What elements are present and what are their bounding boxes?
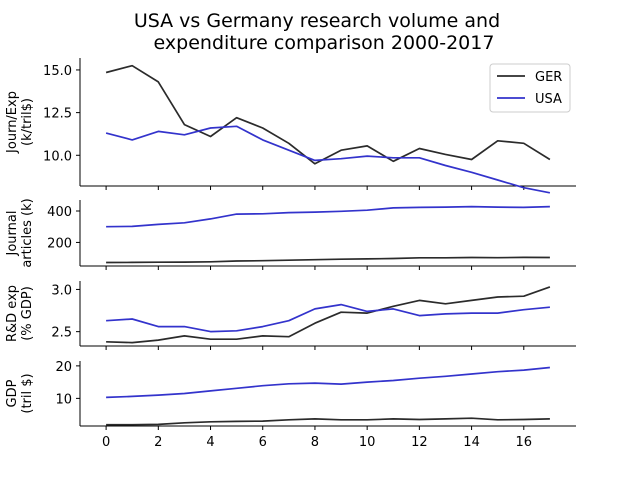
panel-2: 200 400 Journalarticles (k) bbox=[5, 198, 576, 270]
series-line-usa-panel-1 bbox=[106, 126, 550, 193]
panel-1: 10.0 12.5 15.0 Journ/Exp(k/tril$) GER USA bbox=[5, 58, 576, 193]
xtick-label: 14 bbox=[463, 435, 480, 450]
xtick-label: 6 bbox=[259, 435, 267, 450]
panel-3-ytick-label: 3.0 bbox=[51, 283, 72, 298]
series-line-ger-panel-1 bbox=[106, 66, 550, 164]
legend: GER USA bbox=[490, 64, 570, 112]
panel-4-ytick-label: 10 bbox=[55, 392, 72, 407]
panel-4-ylabel: GDP(tril $) bbox=[5, 373, 35, 413]
xtick-label: 2 bbox=[154, 435, 162, 450]
panel-1-ytick-label: 10.0 bbox=[43, 149, 72, 164]
panel-3: 2.5 3.0 R&D exp(% GDP) bbox=[5, 281, 576, 350]
panel-2-ylabel: Journalarticles (k) bbox=[5, 198, 35, 267]
xtick-label: 16 bbox=[516, 435, 533, 450]
xtick-label: 12 bbox=[411, 435, 428, 450]
xtick-label: 0 bbox=[102, 435, 110, 450]
panel-2-ytick-label: 400 bbox=[47, 205, 72, 220]
panel-1-ytick-label: 12.5 bbox=[43, 107, 72, 122]
panel-1-ytick-label: 15.0 bbox=[43, 64, 72, 79]
chart-title-line-2: expenditure comparison 2000-2017 bbox=[154, 32, 495, 54]
xtick-label: 8 bbox=[311, 435, 319, 450]
series-line-ger-panel-3 bbox=[106, 287, 550, 343]
panel-1-ylabel: Journ/Exp(k/tril$) bbox=[5, 91, 35, 154]
chart-title-line-1: USA vs Germany research volume and bbox=[134, 10, 500, 32]
panel-2-ytick-label: 200 bbox=[47, 236, 72, 251]
legend-label-ger: GER bbox=[535, 70, 562, 85]
xtick-label: 10 bbox=[359, 435, 376, 450]
series-line-ger-panel-4 bbox=[106, 418, 550, 425]
panel-4-ytick-label: 20 bbox=[55, 360, 72, 375]
panel-3-ylabel: R&D exp(% GDP) bbox=[5, 285, 35, 342]
legend-label-usa: USA bbox=[535, 92, 562, 107]
xtick-label: 4 bbox=[206, 435, 214, 450]
panel-3-ytick-label: 2.5 bbox=[51, 326, 72, 341]
series-line-usa-panel-2 bbox=[106, 207, 550, 227]
panel-4: 10 20 0 2 4 6 8 10 12 14 16 GDP(tril $) bbox=[5, 360, 576, 450]
series-line-ger-panel-2 bbox=[106, 257, 550, 262]
series-line-usa-panel-4 bbox=[106, 368, 550, 398]
